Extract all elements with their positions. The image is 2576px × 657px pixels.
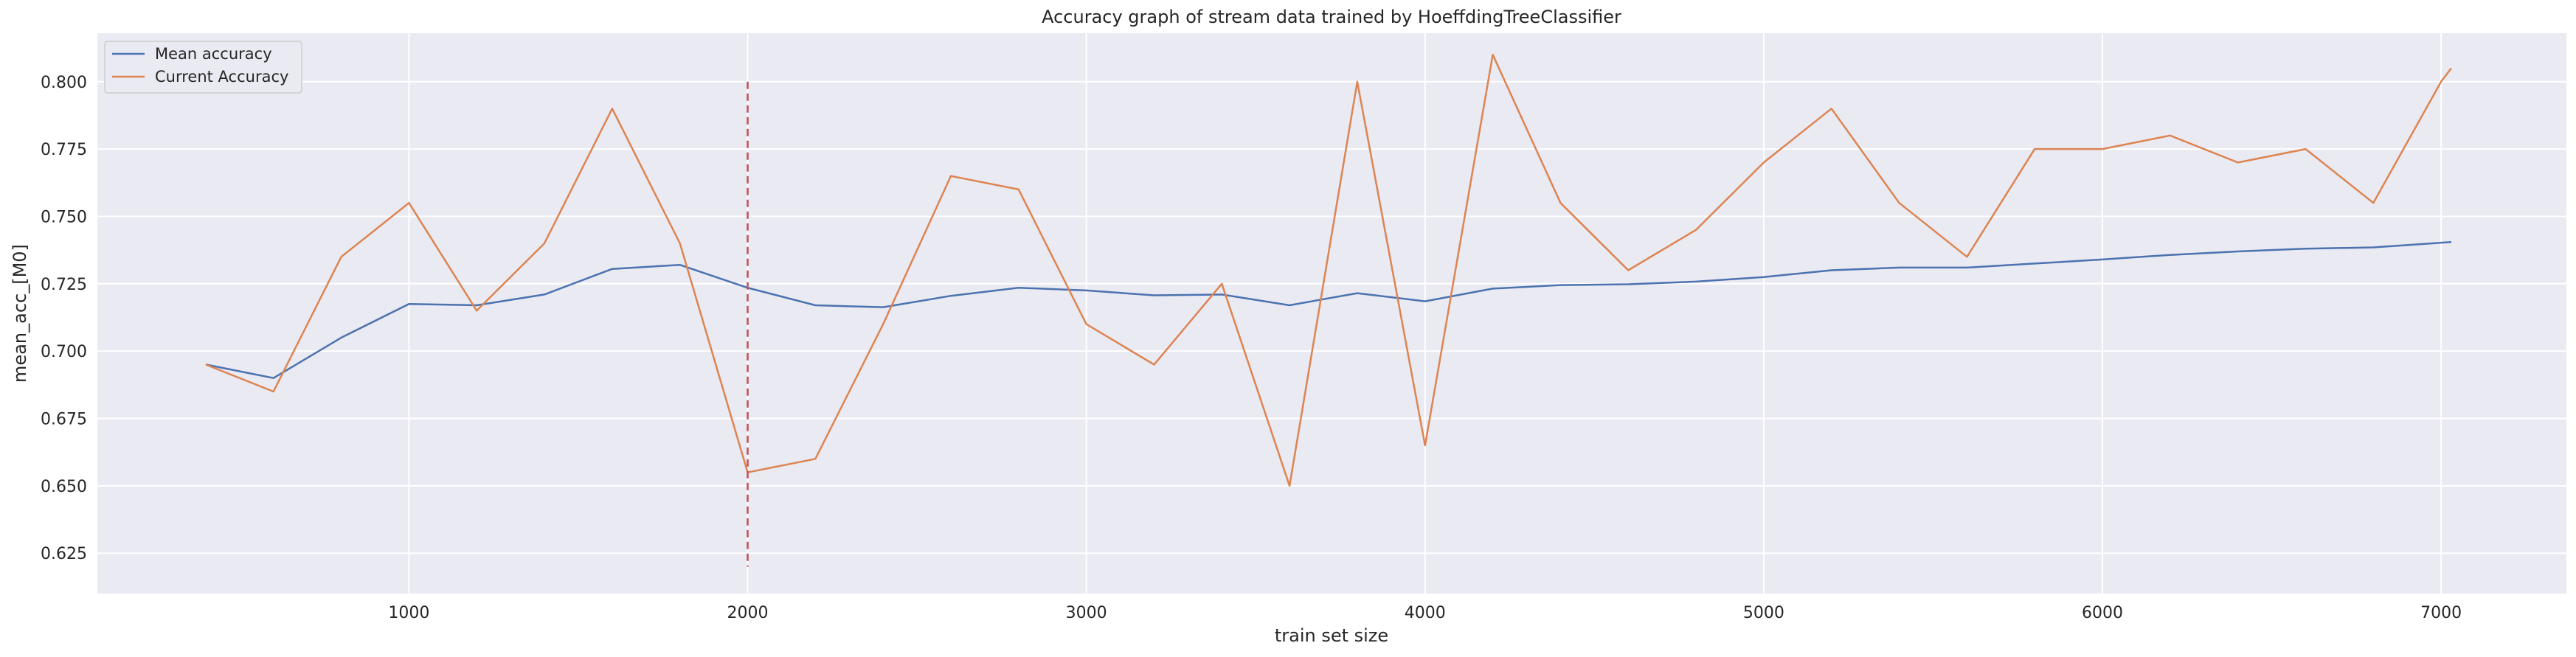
y-tick-label: 0.675	[41, 411, 87, 429]
y-tick-label: 0.775	[41, 141, 87, 159]
x-tick-label: 2000	[727, 604, 769, 622]
y-tick-label: 0.650	[41, 478, 87, 496]
y-tick-label: 0.625	[41, 545, 87, 563]
series-line-mean-accuracy	[205, 240, 2451, 379]
x-tick-label: 7000	[2420, 604, 2462, 622]
legend-box	[104, 41, 302, 94]
legend-label-mean-accuracy: Mean accuracy	[155, 45, 272, 63]
x-tick-label: 6000	[2082, 604, 2123, 622]
y-axis-label: mean_acc_[M0]	[10, 244, 30, 383]
y-tick-label: 0.750	[41, 208, 87, 226]
grid-layer	[97, 33, 2566, 594]
y-tick-labels: 0.625 0.650 0.675 0.700 0.725 0.750 0.775 0.800	[41, 74, 87, 563]
legend: Mean accuracy Current Accuracy	[104, 41, 302, 94]
chart-title: Accuracy graph of stream data trained by…	[1042, 7, 1621, 27]
plot-background	[97, 33, 2566, 594]
x-axis-label: train set size	[1275, 625, 1388, 646]
legend-label-current-accuracy: Current Accuracy	[155, 68, 288, 86]
x-tick-labels: 1000 2000 3000 4000 5000 6000 7000	[388, 604, 2462, 622]
x-tick-label: 3000	[1066, 604, 1107, 622]
x-tick-label: 1000	[388, 604, 429, 622]
series-layer	[205, 53, 2452, 487]
y-tick-label: 0.800	[41, 74, 87, 92]
y-tick-label: 0.725	[41, 276, 87, 294]
x-tick-label: 4000	[1405, 604, 1446, 622]
y-tick-label: 0.700	[41, 343, 87, 361]
x-tick-label: 5000	[1743, 604, 1784, 622]
